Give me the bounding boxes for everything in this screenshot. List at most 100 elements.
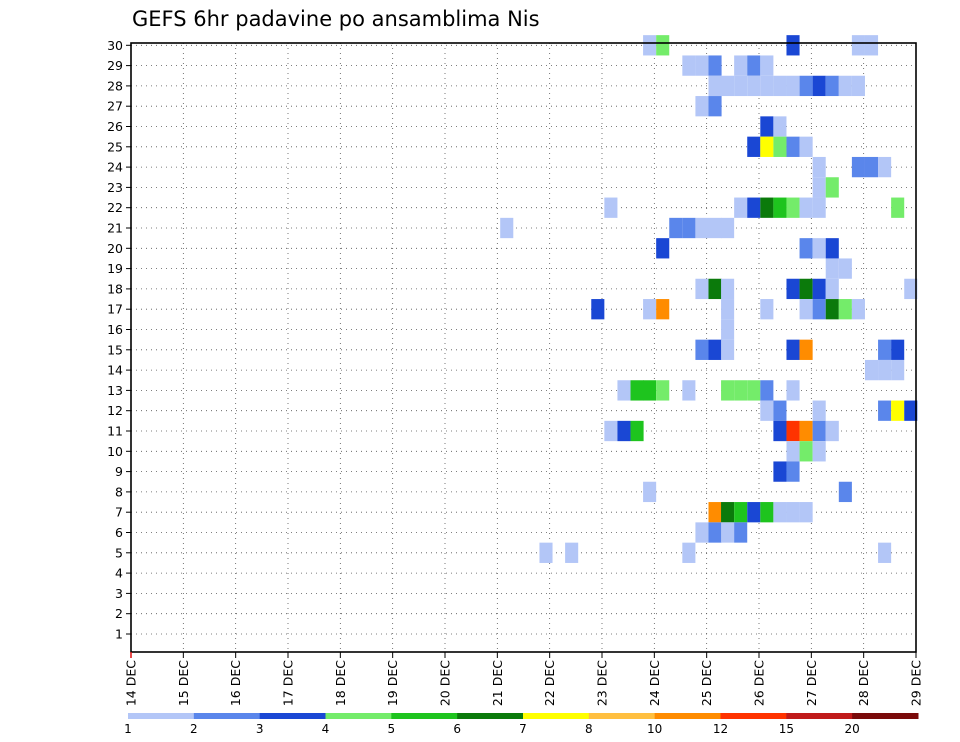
legend-label: 15 <box>779 722 794 736</box>
precip-cell <box>812 441 826 462</box>
precip-cell <box>904 400 918 421</box>
precip-cell <box>851 35 865 56</box>
precip-cell <box>812 156 826 178</box>
x-tick-label: 28 DEC <box>856 660 871 706</box>
x-tick-label: 26 DEC <box>752 660 767 706</box>
precip-cell <box>773 136 787 157</box>
legend-swatch <box>588 713 656 719</box>
x-tick-label: 14 DEC <box>124 660 139 706</box>
precip-cell <box>708 217 722 239</box>
precip-cell <box>539 542 553 563</box>
x-tick-label: 25 DEC <box>699 660 714 706</box>
y-tick-label: 2 <box>115 606 123 621</box>
legend-label: 12 <box>713 722 728 736</box>
precip-cell <box>747 380 761 401</box>
legend-swatch <box>259 713 326 719</box>
y-tick-label: 20 <box>107 241 123 256</box>
y-tick-label: 27 <box>107 99 123 114</box>
x-tick-label: 29 DEC <box>909 660 924 706</box>
precip-cell <box>760 400 774 421</box>
legend-swatch <box>128 713 195 719</box>
precip-cell <box>721 299 735 320</box>
precip-cell <box>773 75 787 97</box>
precip-cell <box>721 319 735 340</box>
precip-cell <box>773 197 787 218</box>
y-tick-label: 14 <box>107 363 123 378</box>
y-tick-label: 5 <box>115 545 123 560</box>
precip-cell <box>643 35 657 56</box>
y-tick-label: 21 <box>107 221 123 236</box>
precip-cell <box>825 238 839 259</box>
precip-cell <box>734 380 748 401</box>
y-tick-label: 8 <box>115 484 123 499</box>
legend-swatch <box>786 713 853 719</box>
precip-cell <box>721 502 735 523</box>
precip-cell <box>708 522 722 543</box>
plot-frame <box>130 42 917 653</box>
precip-cell <box>747 502 761 523</box>
precip-cell <box>891 197 905 218</box>
precip-cell <box>617 420 631 442</box>
precip-cell <box>799 238 813 259</box>
precip-cell <box>708 502 722 523</box>
precip-cell <box>812 278 826 300</box>
precip-cell <box>695 96 709 117</box>
y-tick-label: 7 <box>115 505 123 520</box>
precip-cell <box>565 542 579 563</box>
precip-cell <box>786 35 800 56</box>
precip-cell <box>682 217 696 239</box>
y-tick-label: 15 <box>107 342 123 357</box>
legend-swatch <box>391 713 458 719</box>
y-tick-label: 9 <box>115 464 123 479</box>
precip-cell <box>643 481 657 503</box>
precip-cell <box>617 380 631 401</box>
y-tick-label: 22 <box>107 200 123 215</box>
precip-cell <box>734 197 748 218</box>
precip-cell <box>630 420 644 442</box>
x-tick-label: 18 DEC <box>333 660 348 706</box>
precip-cell <box>799 278 813 300</box>
y-tick-label: 12 <box>107 403 123 418</box>
precip-cell <box>878 359 892 381</box>
legend-label: 10 <box>647 722 662 736</box>
grid <box>131 43 916 652</box>
precip-cell <box>721 75 735 97</box>
y-tick-label: 25 <box>107 139 123 154</box>
precip-cell <box>891 339 905 360</box>
precip-cell <box>812 75 826 97</box>
precip-cell <box>695 339 709 360</box>
precip-cell <box>669 217 683 239</box>
legend-label: 3 <box>256 722 264 736</box>
precip-cell <box>695 217 709 239</box>
precip-cell <box>786 197 800 218</box>
data-cells <box>500 35 918 563</box>
precip-cell <box>708 96 722 117</box>
precip-cell <box>721 522 735 543</box>
precip-cell <box>799 339 813 360</box>
precip-cell <box>799 75 813 97</box>
precip-cell <box>682 380 696 401</box>
precip-cell <box>786 339 800 360</box>
precip-cell <box>864 35 879 56</box>
precip-cell <box>682 55 696 76</box>
precip-cell <box>656 35 670 56</box>
y-tick-label: 26 <box>107 119 123 134</box>
precip-cell <box>878 339 892 360</box>
precip-cell <box>773 116 787 137</box>
y-tick-label: 18 <box>107 281 123 296</box>
precip-cell <box>643 299 657 320</box>
precip-cell <box>747 197 761 218</box>
precip-cell <box>747 75 761 97</box>
precip-cell <box>825 278 839 300</box>
precip-cell <box>825 177 839 198</box>
precip-cell <box>656 299 670 320</box>
precip-cell <box>838 299 852 320</box>
y-tick-label: 30 <box>107 38 123 53</box>
y-tick-label: 1 <box>115 627 123 642</box>
precip-cell <box>760 136 774 157</box>
legend-label: 20 <box>845 722 860 736</box>
y-tick-label: 17 <box>107 302 123 317</box>
precip-cell <box>500 217 514 239</box>
x-tick-label: 24 DEC <box>647 660 662 706</box>
